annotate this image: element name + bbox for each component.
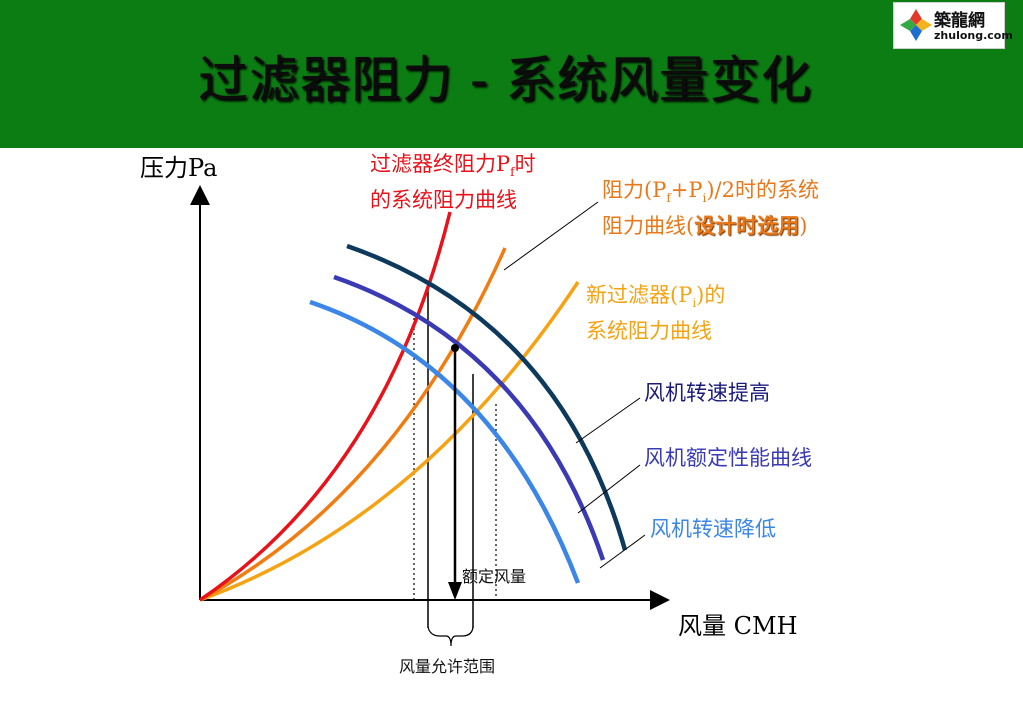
allowed-range-label: 风量允许范围 [399,657,496,676]
fan-rated-curve [333,274,606,561]
fan-rated-leader [577,464,641,514]
design-curve-label: 阻力(Pf+Pi)/2时的系统 阻力曲线(设计时选用) [602,178,819,238]
y-axis-label: 压力Pa [140,154,218,182]
logo-chinese-text: 築龍網 [934,11,985,31]
new-filter-curve-label: 新过滤器(Pi)的 系统阻力曲线 [586,283,726,343]
design-curve-leader [503,201,599,271]
logo-domain-text: zhulong.com [934,29,1013,42]
rated-flow-label: 额定风量 [462,567,527,586]
fan-down-leader [599,534,646,569]
final-curve-label: 过滤器终阻力Pf时 的系统阻力曲线 [370,152,536,212]
zhulong-logo: 築龍網 zhulong.com [893,2,1013,49]
fan-up-leader [575,397,641,444]
fan-speed-high-label: 风机转速提高 [644,381,770,405]
rated-flow-arrowhead [448,582,462,600]
pinwheel-logo-icon [900,9,932,41]
page-title: 过滤器阻力 - 系统风量变化 [198,51,812,109]
x-axis-label: 风量 CMH [678,612,798,640]
fan-speed-low-curve [309,299,581,584]
new-filter-resistance-curve [199,281,580,602]
fan-speed-high-curve [346,243,628,551]
range-brace [427,626,474,647]
final-resistance-curve [199,211,452,602]
fan-rated-label: 风机额定性能曲线 [644,446,812,470]
title-banner: 过滤器阻力 - 系统风量变化 築龍網 zhulong.com [0,0,1023,148]
fan-speed-low-label: 风机转速降低 [650,517,776,541]
